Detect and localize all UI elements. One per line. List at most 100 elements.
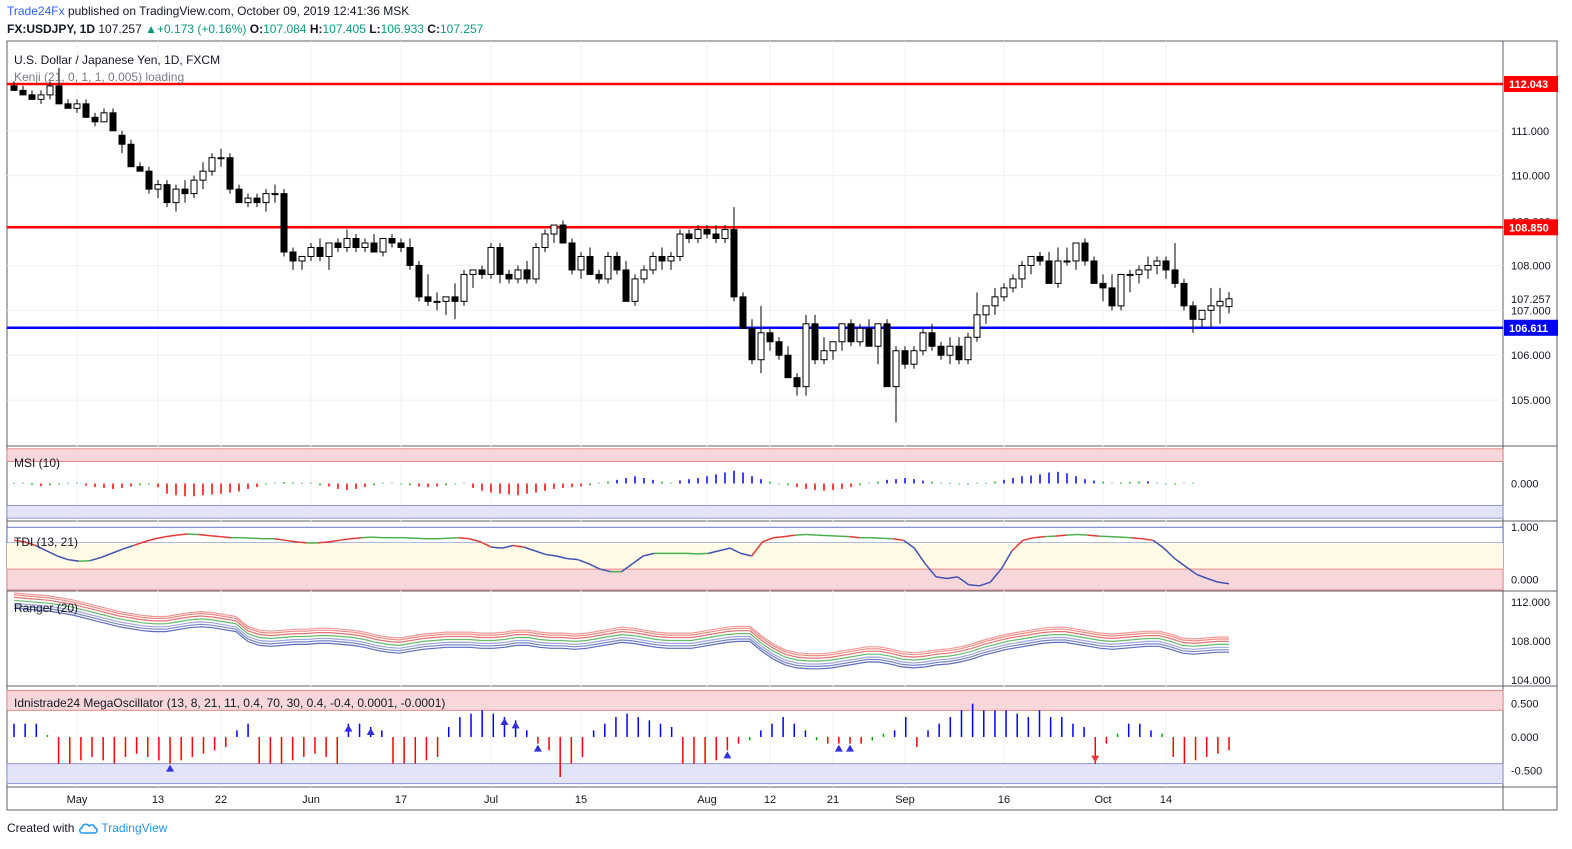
candle-body-down bbox=[658, 255, 666, 262]
candle bbox=[1036, 251, 1044, 266]
candle-body-down bbox=[253, 197, 261, 204]
candle bbox=[307, 243, 315, 261]
candle bbox=[406, 238, 414, 270]
candle-body-up bbox=[550, 224, 558, 235]
candle-body-up bbox=[649, 255, 657, 271]
candle bbox=[748, 319, 756, 365]
candle bbox=[1162, 256, 1170, 279]
candle-body-down bbox=[766, 332, 774, 343]
candle-body-up bbox=[307, 246, 315, 257]
tdi-line-segment bbox=[773, 535, 785, 539]
candle-body-down bbox=[937, 345, 945, 356]
tradingview-logo[interactable]: TradingView bbox=[78, 821, 167, 835]
tdi-tick-label: 0.000 bbox=[1511, 575, 1539, 587]
candle-body-up bbox=[946, 345, 954, 356]
candle-body-up bbox=[1117, 273, 1125, 307]
candle-body-up bbox=[244, 197, 252, 204]
candle-body-down bbox=[109, 112, 117, 132]
tdi-line-segment bbox=[79, 559, 90, 562]
candle-body-up bbox=[1054, 260, 1062, 284]
candle bbox=[1000, 283, 1008, 302]
candle bbox=[685, 229, 693, 243]
price-change: +0.173 (+0.16%) bbox=[157, 22, 247, 36]
ohlc-legend: FX:USDJPY, 1D 107.257 ▲+0.173 (+0.16%) O… bbox=[7, 22, 483, 36]
created-with-text: Created with bbox=[7, 821, 75, 835]
candle bbox=[550, 224, 558, 243]
ranger-tick-label: 108.000 bbox=[1511, 636, 1551, 648]
tdi-line-segment bbox=[718, 547, 731, 552]
candle-body-up bbox=[829, 341, 837, 352]
buy-signal-icon bbox=[723, 751, 732, 759]
candle bbox=[91, 112, 99, 127]
buy-signal-icon bbox=[366, 728, 375, 735]
tdi-line-segment bbox=[1207, 577, 1219, 583]
tdi-line-segment bbox=[187, 533, 199, 536]
tdi-line-segment bbox=[729, 547, 742, 555]
msi-upper-band bbox=[6, 448, 1504, 463]
candle-body-down bbox=[55, 85, 63, 105]
candle bbox=[361, 238, 369, 252]
candle-body-down bbox=[478, 269, 486, 275]
candle bbox=[397, 238, 405, 252]
time-tick-label: 16 bbox=[998, 794, 1010, 806]
tdi-line-segment bbox=[968, 584, 980, 587]
candle bbox=[190, 175, 198, 199]
tdi-line-segment bbox=[285, 539, 297, 543]
candle bbox=[595, 269, 603, 284]
tdi-line-segment bbox=[643, 552, 655, 557]
osc-lower-band bbox=[6, 763, 1504, 785]
tdi-line-segment bbox=[133, 541, 145, 547]
candle-body-up bbox=[1216, 300, 1224, 307]
candle-body-down bbox=[1171, 269, 1179, 284]
candle bbox=[442, 296, 450, 315]
candle bbox=[199, 162, 207, 190]
tdi-line-segment bbox=[57, 555, 69, 561]
candle bbox=[343, 229, 351, 252]
candle bbox=[145, 166, 153, 194]
tdi-line-segment bbox=[903, 539, 915, 549]
candle bbox=[829, 341, 837, 360]
candle-body-up bbox=[874, 323, 882, 347]
candle bbox=[1054, 247, 1062, 288]
candle bbox=[10, 81, 18, 91]
sell-signal-icon bbox=[1091, 755, 1100, 763]
tdi-line-segment bbox=[274, 537, 286, 542]
candle-body-up bbox=[910, 350, 918, 365]
candle bbox=[937, 341, 945, 360]
candle-body-up bbox=[757, 332, 765, 361]
tdi-line-segment bbox=[545, 553, 557, 557]
tdi-line-segment bbox=[534, 550, 546, 556]
candle-body-down bbox=[352, 238, 360, 248]
candle bbox=[1072, 242, 1080, 270]
candle bbox=[730, 207, 738, 302]
candle bbox=[28, 90, 36, 100]
tdi-line-segment bbox=[621, 563, 633, 573]
candle-body-down bbox=[496, 246, 504, 275]
candle bbox=[253, 193, 261, 208]
candle-body-up bbox=[271, 193, 279, 196]
buy-signal-icon bbox=[846, 744, 855, 752]
tdi-line-segment bbox=[13, 539, 25, 543]
candle-body-down bbox=[136, 166, 144, 172]
candle-body-up bbox=[1144, 264, 1152, 271]
resistance-1-label-text: 112.043 bbox=[1509, 79, 1548, 91]
tdi-line-segment bbox=[1087, 534, 1099, 537]
candle-body-up bbox=[1135, 269, 1143, 275]
candle bbox=[757, 305, 765, 374]
candle-body-down bbox=[595, 273, 603, 280]
candle-body-down bbox=[397, 242, 405, 248]
candle-body-up bbox=[1009, 278, 1017, 289]
tdi-line-segment bbox=[849, 535, 861, 539]
osc-tick-label: 0.500 bbox=[1511, 699, 1539, 711]
last-price: 107.257 bbox=[98, 22, 142, 36]
tdi-lower-zone bbox=[6, 568, 1504, 591]
candle-body-down bbox=[226, 157, 234, 190]
candle bbox=[73, 99, 81, 113]
last-price-label: 107.257 bbox=[1511, 294, 1551, 306]
candle-body-down bbox=[424, 296, 432, 302]
candle-body-up bbox=[721, 229, 729, 240]
publisher-name[interactable]: Trade24Fx bbox=[7, 4, 65, 18]
time-tick-label: 22 bbox=[215, 794, 227, 806]
candle-body-up bbox=[217, 157, 225, 160]
